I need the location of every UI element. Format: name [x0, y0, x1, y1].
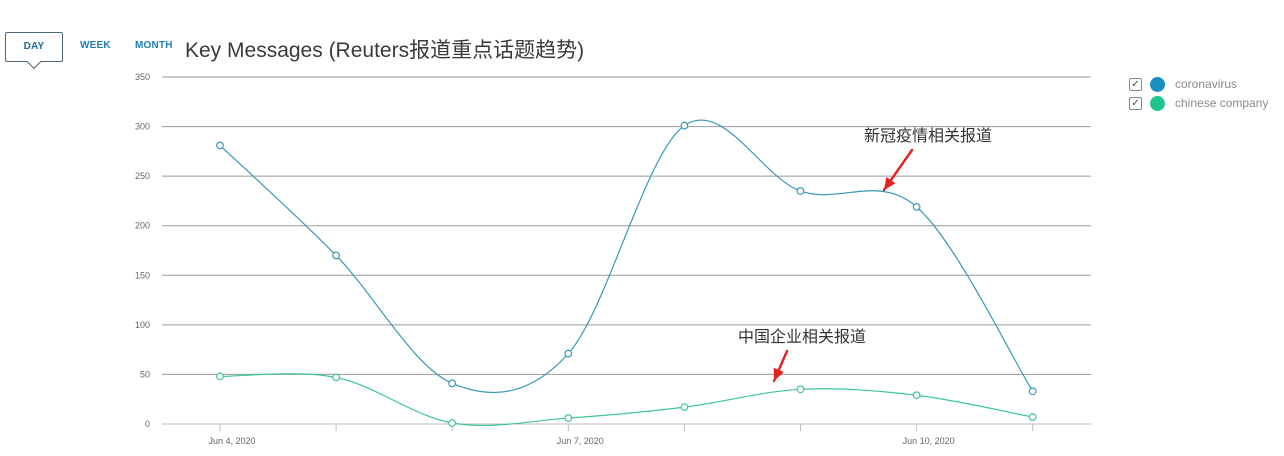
- tab-day[interactable]: DAY: [5, 32, 63, 70]
- tab-day-label: DAY: [23, 41, 45, 52]
- data-point-chinese-company-2: [448, 419, 457, 427]
- data-point-coronavirus-2: [448, 379, 457, 388]
- tab-month[interactable]: MONTH: [135, 40, 173, 51]
- x-tick-label-3: Jun 7, 2020: [557, 436, 604, 446]
- data-point-chinese-company-1: [332, 373, 341, 382]
- legend-label-chinese-company: chinese company: [1175, 96, 1269, 110]
- legend-swatch-coronavirus: [1150, 77, 1165, 92]
- data-point-chinese-company-7: [1028, 413, 1037, 421]
- chart-title: Key Messages (Reuters报道重点话题趋势): [185, 39, 585, 62]
- legend-checkbox-coronavirus[interactable]: ✓: [1129, 78, 1142, 91]
- legend-checkbox-chinese-company[interactable]: ✓: [1129, 97, 1142, 110]
- y-tick-label-0: 0: [145, 419, 150, 429]
- data-point-coronavirus-0: [216, 141, 224, 150]
- y-tick-label-50: 50: [140, 369, 150, 379]
- y-tick-label-250: 250: [135, 171, 150, 181]
- series-line-chinese-company: [219, 373, 1033, 427]
- data-point-coronavirus-5: [796, 187, 805, 195]
- annotation-label-0: 新冠疫情相关报道: [864, 126, 992, 145]
- tab-week[interactable]: WEEK: [80, 40, 111, 51]
- y-tick-label-100: 100: [135, 320, 150, 330]
- data-point-chinese-company-3: [564, 414, 573, 422]
- data-point-coronavirus-7: [1028, 387, 1037, 396]
- annotation-arrow-head-0: [884, 177, 896, 190]
- data-point-coronavirus-6: [912, 202, 921, 211]
- y-tick-label-200: 200: [135, 221, 150, 231]
- y-tick-label-150: 150: [135, 270, 150, 280]
- legend-swatch-chinese-company: [1150, 96, 1165, 111]
- x-tick-label-6: Jun 10, 2020: [903, 436, 955, 446]
- annotation-arrow-head-1: [773, 367, 784, 381]
- data-point-chinese-company-4: [680, 403, 689, 412]
- data-point-coronavirus-1: [332, 251, 341, 260]
- legend-label-coronavirus: coronavirus: [1175, 77, 1238, 91]
- y-tick-label-350: 350: [135, 72, 150, 82]
- series-line-coronavirus: [219, 119, 1034, 394]
- data-point-coronavirus-4: [680, 121, 689, 130]
- data-point-chinese-company-6: [912, 391, 921, 400]
- data-point-coronavirus-3: [564, 349, 573, 358]
- y-tick-label-300: 300: [135, 122, 150, 132]
- annotation-label-1: 中国企业相关报道: [738, 327, 866, 346]
- x-tick-label-0: Jun 4, 2020: [208, 436, 255, 446]
- data-point-chinese-company-0: [216, 372, 224, 381]
- data-point-chinese-company-5: [796, 385, 805, 394]
